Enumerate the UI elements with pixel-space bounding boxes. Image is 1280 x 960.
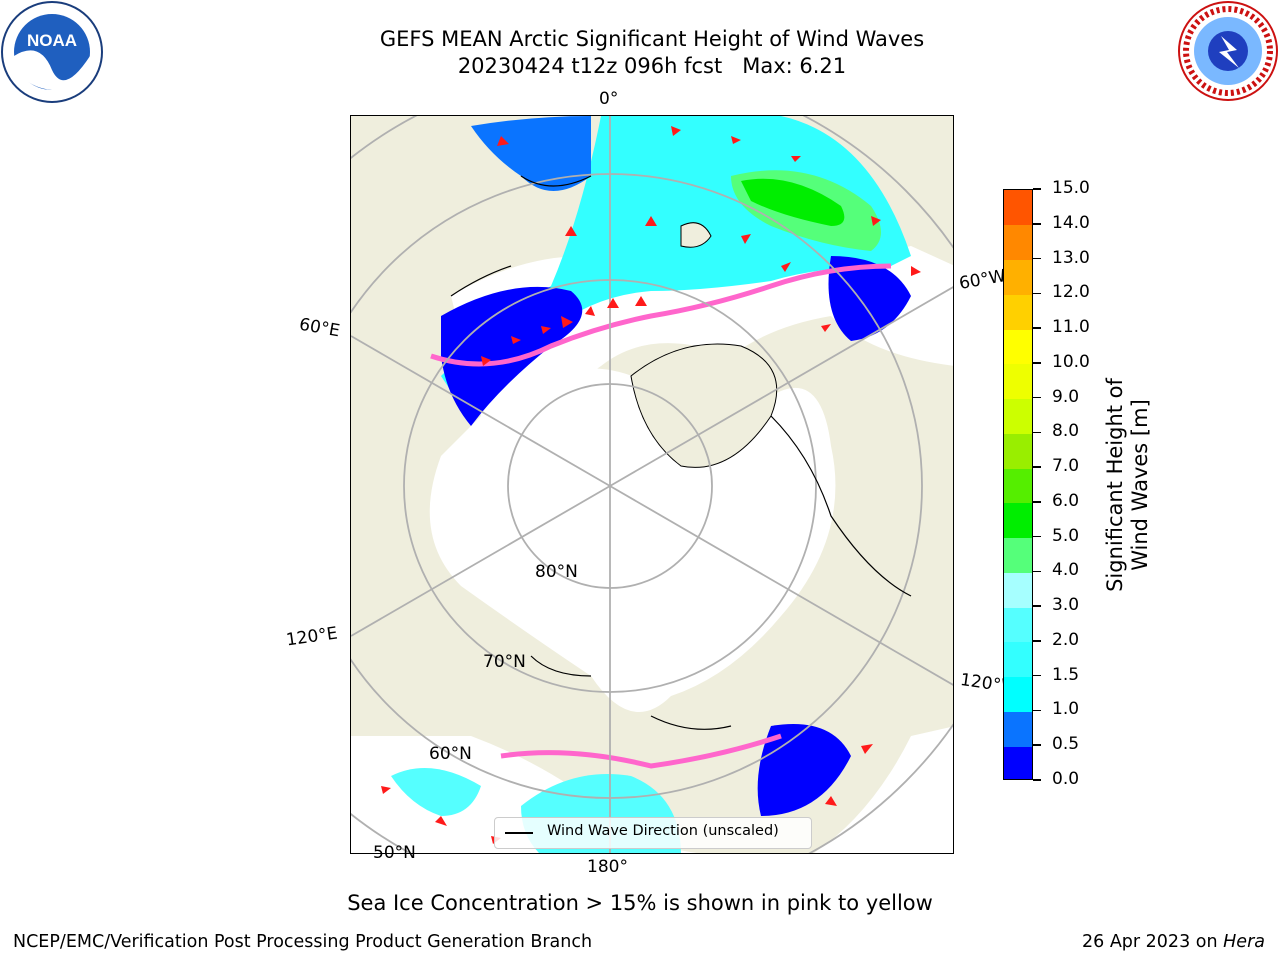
svg-text:NOAA: NOAA	[27, 31, 77, 50]
wave-field-okhotsk	[391, 768, 481, 816]
colorbar-tick-label: 3.0	[1052, 595, 1080, 616]
wave-field-peak	[741, 178, 845, 226]
colorbar-tick-label: 12.0	[1052, 282, 1090, 303]
colorbar-tick	[1033, 327, 1041, 329]
wave-field-baffin	[828, 256, 911, 341]
colorbar-tick-label: 10.0	[1052, 351, 1090, 372]
chart-subtitle: 20230424 t12z 096h fcst Max: 6.21	[457, 54, 847, 78]
colorbar-tick	[1033, 188, 1041, 190]
lon-label-60w: 60°W	[957, 266, 1008, 294]
colorbar-segment	[1004, 607, 1032, 643]
footer-date-text: 26 Apr 2023 on	[1082, 932, 1224, 952]
colorbar-tick-label: 1.5	[1052, 664, 1080, 685]
sea-ice-note: Sea Ice Concentration > 15% is shown in …	[347, 891, 933, 915]
colorbar-tick-label: 14.0	[1052, 212, 1090, 233]
colorbar-tick-label: 13.0	[1052, 247, 1090, 268]
lat-label-50n: 50°N	[373, 843, 416, 863]
colorbar-tick	[1033, 396, 1041, 399]
coastline	[450, 175, 912, 730]
footer-date: 26 Apr 2023 on Hera	[1082, 932, 1265, 952]
colorbar-tick	[1033, 709, 1041, 712]
graticule	[351, 116, 953, 853]
colorbar-segment	[1004, 537, 1032, 573]
colorbar-tick-label: 8.0	[1052, 421, 1080, 442]
sea-ice-edge	[430, 263, 892, 367]
colorbar-tick-label: 7.0	[1052, 456, 1080, 477]
lon-label-180: 180°	[587, 857, 628, 877]
colorbar-tick	[1033, 640, 1041, 642]
colorbar-tick	[1033, 362, 1041, 364]
colorbar-segment	[1004, 190, 1032, 226]
colorbar-tick-label: 1.0	[1052, 699, 1080, 720]
colorbar-tick	[1033, 535, 1041, 538]
colorbar-tick-label: 4.0	[1052, 560, 1080, 581]
lon-label-60e: 60°E	[297, 314, 342, 342]
lon-label-120e: 120°E	[284, 623, 339, 651]
colorbar-tick	[1033, 779, 1041, 781]
colorbar-segment	[1004, 224, 1032, 260]
lat-label-80n: 80°N	[535, 562, 578, 582]
lat-label-60n: 60°N	[429, 744, 472, 764]
colorbar-segment	[1004, 572, 1032, 608]
colorbar-segment	[1004, 502, 1032, 539]
colorbar-segment	[1004, 329, 1032, 365]
lon-label-0: 0°	[599, 89, 619, 109]
colorbar-segment	[1004, 363, 1032, 400]
colorbar-tick-label: 6.0	[1052, 490, 1080, 511]
colorbar-segment	[1004, 433, 1032, 469]
colorbar-tick	[1033, 257, 1041, 260]
colorbar-tick	[1033, 605, 1041, 607]
noaa-logo: NOAA	[0, 0, 104, 104]
svalbard	[680, 222, 712, 248]
colorbar-tick	[1033, 570, 1041, 573]
colorbar-segment	[1004, 711, 1032, 747]
footer-host: Hera	[1223, 932, 1265, 952]
colorbar-tick-label: 0.5	[1052, 734, 1080, 755]
lat-label-70n: 70°N	[483, 652, 526, 672]
legend-line-icon	[505, 832, 533, 834]
colorbar-tick-label: 5.0	[1052, 525, 1080, 546]
colorbar-segment	[1004, 746, 1032, 779]
chart-title: GEFS MEAN Arctic Significant Height of W…	[379, 27, 925, 51]
colorbar-tick	[1033, 501, 1041, 503]
colorbar-segment	[1004, 259, 1032, 295]
colorbar-tick	[1033, 292, 1041, 295]
colorbar-tick-label: 2.0	[1052, 629, 1080, 650]
wind-wave-arrows	[381, 126, 921, 844]
colorbar-tick-label: 11.0	[1052, 317, 1090, 338]
colorbar-tick	[1033, 466, 1041, 468]
nws-logo	[1177, 0, 1279, 102]
colorbar-segment	[1004, 641, 1032, 678]
colorbar	[1003, 189, 1033, 780]
footer-credit: NCEP/EMC/Verification Post Processing Pr…	[13, 932, 593, 952]
colorbar-segment	[1004, 676, 1032, 712]
colorbar-tick-label: 9.0	[1052, 386, 1080, 407]
colorbar-tick	[1033, 674, 1041, 677]
colorbar-segment	[1004, 294, 1032, 330]
colorbar-tick-label: 15.0	[1052, 178, 1090, 198]
colorbar-tick	[1033, 223, 1041, 225]
map-legend: Wind Wave Direction (unscaled)	[494, 817, 812, 849]
colorbar-tick-label: 0.0	[1052, 769, 1080, 789]
wave-field-norwegian	[471, 116, 591, 191]
colorbar-tick	[1033, 431, 1041, 434]
wave-field-barents	[441, 286, 583, 426]
colorbar-segment	[1004, 398, 1032, 434]
colorbar-tick	[1033, 744, 1041, 746]
sea-ice-edge-south	[500, 733, 782, 769]
polar-map	[350, 115, 954, 854]
colorbar-title: Significant Height of Wind Waves [m]	[1103, 378, 1152, 592]
legend-label: Wind Wave Direction (unscaled)	[547, 823, 779, 839]
colorbar-segment	[1004, 468, 1032, 504]
